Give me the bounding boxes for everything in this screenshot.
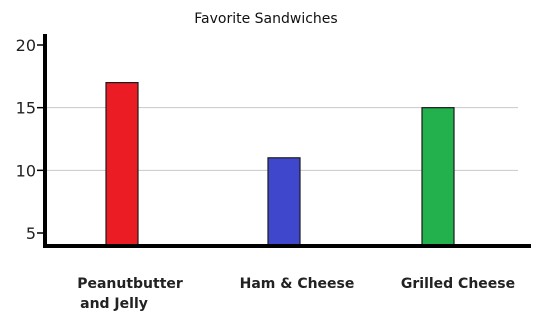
axes xyxy=(43,34,531,248)
category-label-3: Grilled Cheese xyxy=(401,276,515,292)
bar-3 xyxy=(421,107,455,247)
y-tick-label-20: 20 xyxy=(16,36,36,55)
y-tick-labels: 5 10 15 20 xyxy=(16,36,45,243)
y-tick-label-5: 5 xyxy=(26,224,36,243)
y-tick-label-15: 15 xyxy=(16,99,36,118)
bar-2 xyxy=(267,157,301,247)
chart-title: Favorite Sandwiches xyxy=(194,11,337,27)
category-label-1: Peanutbutter and Jelly xyxy=(77,276,183,312)
category-label-2: Ham & Cheese xyxy=(240,276,355,292)
bars xyxy=(105,81,455,247)
y-tick-label-10: 10 xyxy=(16,161,36,180)
bar-1 xyxy=(105,81,139,247)
x-category-labels: Peanutbutter and Jelly Ham & Cheese Grilled… xyxy=(77,276,515,312)
